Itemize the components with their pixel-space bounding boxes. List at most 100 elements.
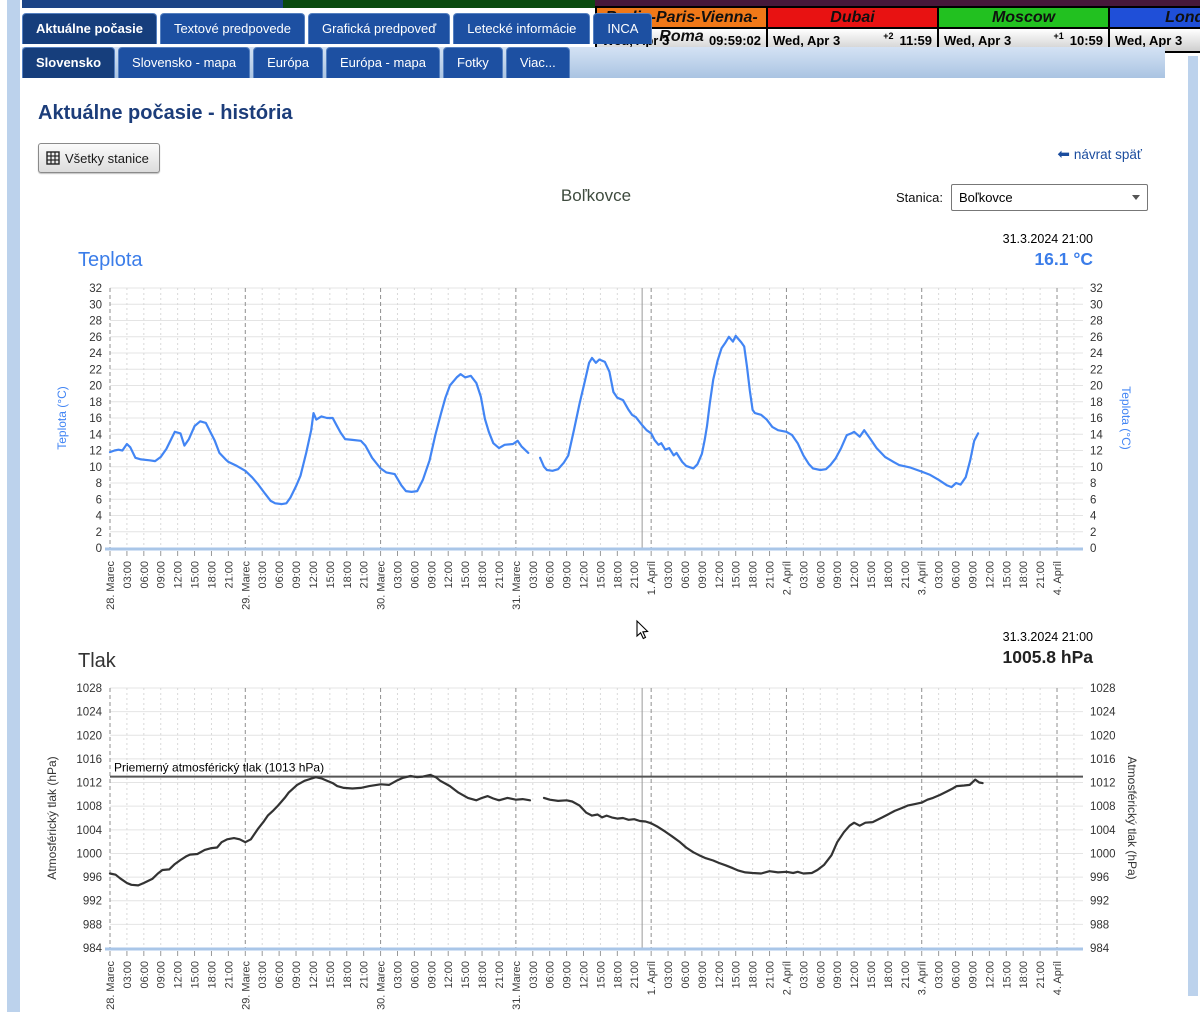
svg-text:21:00: 21:00: [900, 961, 912, 989]
svg-text:6: 6: [1090, 494, 1096, 506]
svg-text:1016: 1016: [76, 754, 102, 766]
svg-text:12:00: 12:00: [579, 961, 591, 989]
svg-text:0: 0: [1090, 543, 1096, 555]
tab-grafická-predpoveď[interactable]: Grafická predpoveď: [308, 13, 451, 44]
grid-icon: [46, 151, 60, 165]
svg-text:18:00: 18:00: [342, 961, 354, 989]
tab-textové-predpovede[interactable]: Textové predpovede: [159, 13, 306, 44]
svg-text:03:00: 03:00: [528, 561, 540, 589]
svg-text:18:00: 18:00: [342, 561, 354, 589]
clock-city-label: Dubai: [768, 8, 937, 29]
svg-text:18:00: 18:00: [206, 961, 218, 989]
subtab-európa[interactable]: Európa: [253, 47, 324, 78]
svg-text:1000: 1000: [1090, 848, 1116, 860]
clock-city-label: Moscow: [939, 8, 1108, 29]
svg-text:30: 30: [89, 299, 102, 311]
svg-text:0: 0: [96, 543, 102, 555]
svg-text:32: 32: [89, 283, 102, 295]
svg-text:988: 988: [1090, 919, 1109, 931]
svg-text:15:00: 15:00: [866, 961, 878, 989]
svg-text:Priemerný atmosférický tlak (1: Priemerný atmosférický tlak (1013 hPa): [114, 761, 324, 775]
svg-text:29. Marec: 29. Marec: [240, 561, 252, 610]
svg-text:1024: 1024: [1090, 707, 1116, 719]
svg-text:31.3.2024 21:00: 31.3.2024 21:00: [1003, 232, 1093, 246]
svg-text:1020: 1020: [1090, 730, 1116, 742]
tab-letecké-informácie[interactable]: Letecké informácie: [453, 13, 591, 44]
subtab-slovensko-mapa[interactable]: Slovensko - mapa: [118, 47, 251, 78]
back-link[interactable]: ⬅ návrat späť: [1057, 147, 1142, 162]
station-title: Boľkovce: [560, 186, 632, 205]
svg-text:09:00: 09:00: [832, 961, 844, 989]
all-stations-button[interactable]: Všetky stanice: [38, 143, 160, 173]
svg-text:06:00: 06:00: [409, 961, 421, 989]
svg-text:28. Marec: 28. Marec: [105, 961, 117, 1010]
svg-text:09:00: 09:00: [426, 561, 438, 589]
svg-text:03:00: 03:00: [528, 961, 540, 989]
clock-time: Wed, Apr 3 +1 10:59: [939, 29, 1108, 51]
svg-text:09:00: 09:00: [156, 561, 168, 589]
svg-text:15:00: 15:00: [595, 961, 607, 989]
svg-text:988: 988: [83, 919, 102, 931]
svg-text:1012: 1012: [76, 778, 102, 790]
svg-text:2. Apríl: 2. Apríl: [781, 561, 793, 595]
subtab-viac-[interactable]: Viac...: [505, 47, 570, 78]
svg-text:Atmosférický tlak (hPa): Atmosférický tlak (hPa): [45, 756, 59, 879]
svg-text:26: 26: [1090, 332, 1103, 344]
clock-dubai[interactable]: Dubai Wed, Apr 3 +2 11:59: [766, 6, 937, 53]
svg-text:15:00: 15:00: [325, 961, 337, 989]
svg-text:30. Marec: 30. Marec: [376, 561, 388, 610]
svg-text:12:00: 12:00: [714, 561, 726, 589]
svg-text:Atmosférický tlak (hPa): Atmosférický tlak (hPa): [1125, 756, 1139, 879]
svg-text:12:00: 12:00: [308, 961, 320, 989]
svg-text:14: 14: [1090, 429, 1103, 441]
svg-text:09:00: 09:00: [967, 961, 979, 989]
tab-inca[interactable]: INCA: [593, 13, 653, 44]
station-selector-row: Stanica: Boľkovce: [896, 184, 1148, 211]
clock-london[interactable]: LondonWed, Apr 3: [1108, 6, 1200, 53]
svg-text:32: 32: [1090, 283, 1103, 295]
svg-text:12:00: 12:00: [714, 961, 726, 989]
svg-text:15:00: 15:00: [595, 561, 607, 589]
svg-text:1000: 1000: [76, 848, 102, 860]
right-page-border: [1188, 56, 1198, 996]
svg-text:18:00: 18:00: [748, 561, 760, 589]
svg-text:03:00: 03:00: [798, 561, 810, 589]
svg-text:21:00: 21:00: [1035, 961, 1047, 989]
svg-text:18:00: 18:00: [1018, 961, 1030, 989]
secondary-nav-bar: Slovensko Slovensko - mapa Európa Európa - …: [22, 47, 1165, 78]
svg-text:20: 20: [1090, 381, 1103, 393]
clock-moscow[interactable]: Moscow Wed, Apr 3 +1 10:59: [937, 6, 1108, 53]
svg-text:15:00: 15:00: [1001, 561, 1013, 589]
svg-text:12:00: 12:00: [579, 561, 591, 589]
clock-city-label: London: [1110, 8, 1200, 29]
svg-text:1028: 1028: [76, 683, 102, 695]
svg-text:21:00: 21:00: [359, 561, 371, 589]
svg-text:06:00: 06:00: [815, 561, 827, 589]
svg-text:09:00: 09:00: [562, 561, 574, 589]
svg-text:15:00: 15:00: [866, 561, 878, 589]
svg-text:18:00: 18:00: [206, 561, 218, 589]
svg-text:12:00: 12:00: [849, 561, 861, 589]
svg-text:21:00: 21:00: [494, 561, 506, 589]
svg-text:03:00: 03:00: [257, 561, 269, 589]
svg-text:1. Apríl: 1. Apríl: [646, 561, 658, 595]
subtab-európa-mapa[interactable]: Európa - mapa: [326, 47, 441, 78]
svg-text:09:00: 09:00: [562, 961, 574, 989]
svg-text:1016: 1016: [1090, 754, 1116, 766]
all-stations-label: Všetky stanice: [65, 150, 149, 166]
world-clocks: Berlin-Paris-Vienna-RomaWed, Apr 309:59:…: [595, 6, 1200, 53]
strip-green: [283, 0, 595, 8]
svg-text:29. Marec: 29. Marec: [240, 961, 252, 1010]
svg-text:06:00: 06:00: [274, 561, 286, 589]
station-select[interactable]: Boľkovce: [951, 184, 1148, 211]
subtab-fotky[interactable]: Fotky: [443, 47, 503, 78]
svg-text:15:00: 15:00: [190, 961, 202, 989]
svg-text:28: 28: [1090, 316, 1103, 328]
svg-text:2: 2: [96, 527, 102, 539]
svg-text:21:00: 21:00: [359, 961, 371, 989]
subtab-slovensko[interactable]: Slovensko: [22, 47, 116, 78]
svg-text:12:00: 12:00: [173, 961, 185, 989]
tab-aktuálne-počasie[interactable]: Aktuálne počasie: [22, 13, 157, 44]
primary-nav: Aktuálne počasie Textové predpovede Grafic…: [22, 13, 655, 44]
svg-text:21:00: 21:00: [1035, 561, 1047, 589]
